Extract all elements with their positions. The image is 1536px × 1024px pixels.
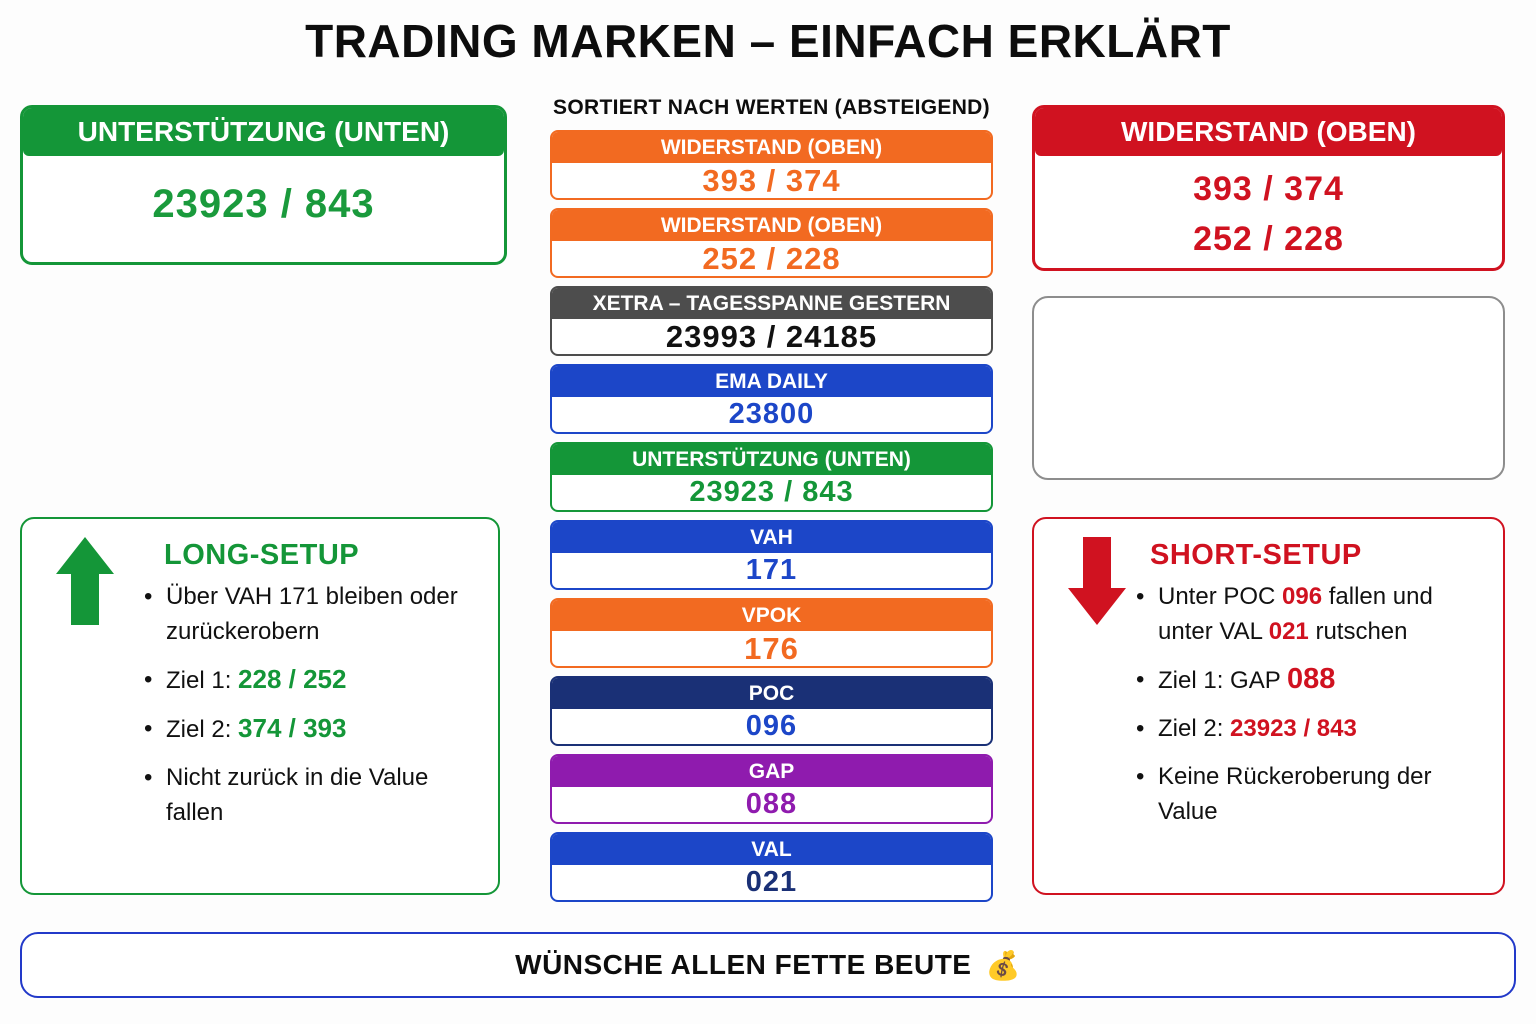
target-value: 374 / 393 — [238, 713, 347, 743]
bullet-item: Ziel 1: 228 / 252 — [144, 662, 492, 698]
bullet-text: Nicht zurück in die Value fallen — [166, 764, 429, 826]
bullet-item: Ziel 2: 374 / 393 — [144, 711, 492, 747]
bullet-item: Nicht zurück in die Value fallen — [144, 760, 492, 830]
bullet-item: Ziel 2: 23923 / 843 — [1136, 711, 1488, 746]
resistance-value-1: 393 / 374 — [1193, 170, 1344, 208]
resistance-values: 393 / 374 252 / 228 — [1035, 164, 1502, 264]
up-arrow-icon — [56, 537, 114, 625]
marker-row-header: POC — [552, 678, 991, 709]
support-value: 23923 / 843 — [152, 182, 375, 226]
short-setup-panel: SHORT-SETUP Unter POC 096 fallen und unt… — [1032, 517, 1505, 895]
marker-row-ema-daily: EMA DAILY 23800 — [550, 364, 993, 434]
marker-row-header: EMA DAILY — [552, 366, 991, 397]
bullet-text: Ziel 1: 228 / 252 — [166, 664, 347, 694]
marker-row-value: 393 / 374 — [702, 163, 841, 198]
bullet-text: Keine Rückeroberung der Value — [1158, 763, 1432, 825]
down-arrow-icon — [1068, 537, 1126, 625]
marker-row-value: 23923 / 843 — [689, 476, 854, 508]
marker-row-val: VAL 021 — [550, 832, 993, 902]
level-value: 021 — [1268, 618, 1309, 645]
sort-caption: SORTIERT NACH WERTEN (ABSTEIGEND) — [553, 96, 990, 119]
resistance-header: WIDERSTAND (OBEN) — [1035, 108, 1502, 156]
target-value: 23923 / 843 — [1230, 715, 1357, 742]
bullet-text: Unter POC 096 fallen und unter VAL 021 r… — [1158, 583, 1433, 645]
marker-row-gap: GAP 088 — [550, 754, 993, 824]
marker-row-header: VAH — [552, 522, 991, 553]
marker-row-widerstand-1: WIDERSTAND (OBEN) 393 / 374 — [550, 130, 993, 200]
bullet-text: Ziel 1: GAP 088 — [1158, 663, 1336, 695]
bullet-text: Über VAH 171 bleiben oder zurückerobern — [166, 583, 458, 645]
support-header: UNTERSTÜTZUNG (UNTEN) — [23, 108, 504, 156]
marker-row-header: VPOK — [552, 600, 991, 631]
marker-column: SORTIERT NACH WERTEN (ABSTEIGEND) WIDERS… — [550, 96, 993, 902]
footer-text: WÜNSCHE ALLEN FETTE BEUTE — [515, 949, 972, 980]
marker-row-value: 088 — [745, 788, 798, 820]
marker-row-header: WIDERSTAND (OBEN) — [552, 210, 991, 241]
target-value: 228 / 252 — [238, 664, 347, 694]
marker-row-value: 021 — [745, 866, 798, 898]
resistance-value-2: 252 / 228 — [1193, 220, 1344, 258]
marker-row-value: 176 — [744, 631, 799, 666]
marker-row-value: 252 / 228 — [702, 241, 841, 276]
bullet-text: Ziel 2: 23923 / 843 — [1158, 715, 1357, 742]
marker-row-value: 23993 / 24185 — [665, 319, 878, 354]
marker-row-vpok: VPOK 176 — [550, 598, 993, 668]
bullet-item: Über VAH 171 bleiben oder zurückerobern — [144, 579, 492, 649]
long-setup-title: LONG-SETUP — [164, 539, 360, 571]
marker-row-value: 23800 — [728, 398, 815, 430]
marker-row-value: 096 — [745, 710, 798, 742]
marker-row-value: 171 — [745, 554, 798, 586]
bullet-text: Ziel 2: 374 / 393 — [166, 713, 347, 743]
marker-list: WIDERSTAND (OBEN) 393 / 374 WIDERSTAND (… — [550, 130, 993, 902]
level-value: 096 — [1282, 583, 1323, 610]
marker-row-header: VAL — [552, 834, 991, 865]
marker-row-header: UNTERSTÜTZUNG (UNTEN) — [552, 444, 991, 475]
footer-banner: WÜNSCHE ALLEN FETTE BEUTE 💰 — [20, 932, 1516, 998]
short-setup-title: SHORT-SETUP — [1150, 539, 1362, 571]
page-title: TRADING MARKEN – EINFACH ERKLÄRT — [305, 15, 1231, 67]
empty-panel — [1032, 296, 1505, 480]
moneybag-icon: 💰 — [985, 949, 1021, 981]
marker-row-header: XETRA – TAGESSPANNE GESTERN — [552, 288, 991, 319]
marker-row-unterstuetzung: UNTERSTÜTZUNG (UNTEN) 23923 / 843 — [550, 442, 993, 512]
long-setup-bullets: Über VAH 171 bleiben oder zurückerobern … — [144, 579, 492, 830]
long-setup-panel: LONG-SETUP Über VAH 171 bleiben oder zur… — [20, 517, 500, 895]
resistance-box: WIDERSTAND (OBEN) 393 / 374 252 / 228 — [1032, 105, 1505, 271]
marker-row-widerstand-2: WIDERSTAND (OBEN) 252 / 228 — [550, 208, 993, 278]
marker-row-header: GAP — [552, 756, 991, 787]
target-value: 088 — [1286, 663, 1336, 695]
bullet-item: Unter POC 096 fallen und unter VAL 021 r… — [1136, 579, 1488, 649]
support-box: UNTERSTÜTZUNG (UNTEN) 23923 / 843 — [20, 105, 507, 265]
marker-row-header: WIDERSTAND (OBEN) — [552, 132, 991, 163]
short-setup-bullets: Unter POC 096 fallen und unter VAL 021 r… — [1136, 579, 1488, 829]
marker-row-poc: POC 096 — [550, 676, 993, 746]
bullet-item: Keine Rückeroberung der Value — [1136, 759, 1488, 829]
marker-row-vah: VAH 171 — [550, 520, 993, 590]
marker-row-xetra: XETRA – TAGESSPANNE GESTERN 23993 / 2418… — [550, 286, 993, 356]
bullet-item: Ziel 1: GAP 088 — [1136, 662, 1488, 698]
